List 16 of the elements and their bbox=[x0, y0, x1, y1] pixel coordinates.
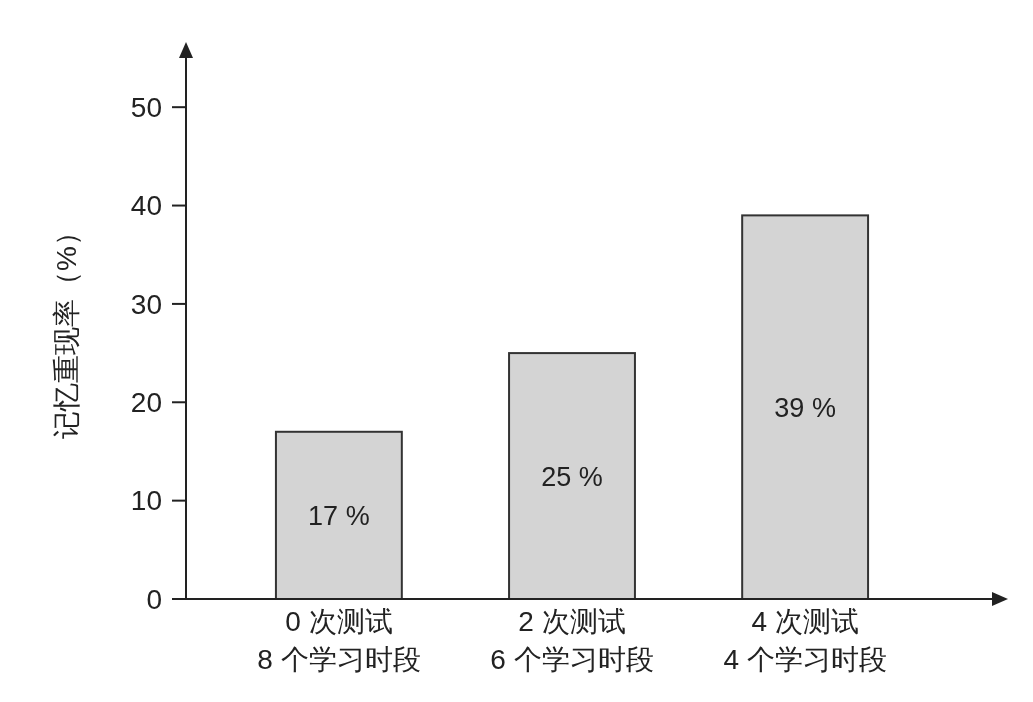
y-tick-label: 40 bbox=[130, 190, 162, 222]
y-tick-label: 0 bbox=[146, 583, 162, 615]
y-tick-label: 20 bbox=[130, 387, 162, 419]
y-tick-label: 30 bbox=[130, 288, 162, 320]
y-tick-label: 10 bbox=[130, 485, 162, 517]
x-tick-label: 2 次测试 6 个学习时段 bbox=[490, 606, 654, 675]
x-tick-label: 4 次测试 4 个学习时段 bbox=[723, 606, 887, 675]
data-label: 17 % bbox=[308, 501, 370, 532]
bar bbox=[741, 214, 870, 600]
y-axis-title: 记忆重现率（%） bbox=[51, 218, 82, 439]
bar bbox=[274, 430, 403, 600]
y-tick-label: 50 bbox=[130, 91, 162, 123]
data-label: 39 % bbox=[774, 393, 836, 424]
bar bbox=[508, 352, 636, 600]
data-label: 25 % bbox=[541, 462, 603, 493]
x-tick-label: 0 次测试 8 个学习时段 bbox=[257, 606, 421, 675]
